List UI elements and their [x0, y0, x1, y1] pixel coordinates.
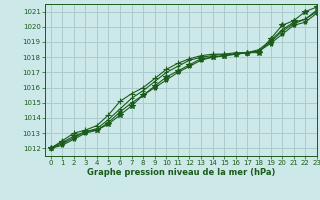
X-axis label: Graphe pression niveau de la mer (hPa): Graphe pression niveau de la mer (hPa): [87, 168, 275, 177]
